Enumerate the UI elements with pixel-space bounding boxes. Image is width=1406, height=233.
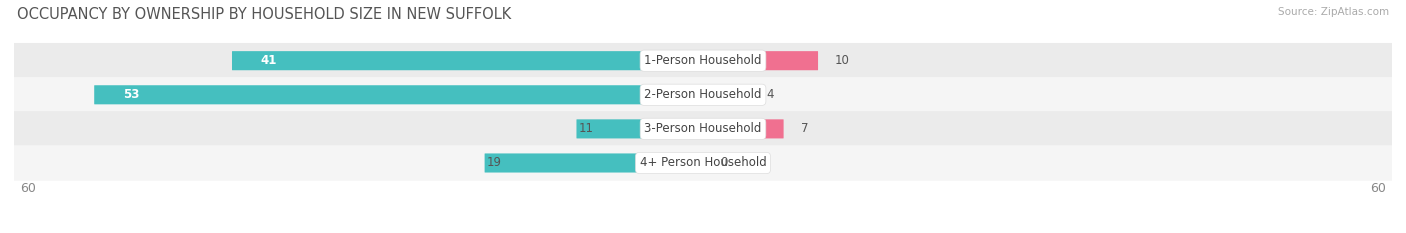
FancyBboxPatch shape <box>94 85 703 104</box>
FancyBboxPatch shape <box>703 85 749 104</box>
Text: 1-Person Household: 1-Person Household <box>644 54 762 67</box>
Text: 10: 10 <box>835 54 849 67</box>
Text: 19: 19 <box>486 157 502 169</box>
FancyBboxPatch shape <box>485 154 703 172</box>
FancyBboxPatch shape <box>703 154 709 172</box>
Text: 41: 41 <box>262 54 277 67</box>
Text: 7: 7 <box>800 122 808 135</box>
Text: 4+ Person Household: 4+ Person Household <box>640 157 766 169</box>
FancyBboxPatch shape <box>703 119 783 138</box>
Text: 3-Person Household: 3-Person Household <box>644 122 762 135</box>
FancyBboxPatch shape <box>14 145 1392 181</box>
Text: 60: 60 <box>1371 182 1386 195</box>
Text: 2-Person Household: 2-Person Household <box>644 88 762 101</box>
FancyBboxPatch shape <box>576 119 703 138</box>
Text: 53: 53 <box>124 88 139 101</box>
FancyBboxPatch shape <box>14 77 1392 113</box>
Text: Source: ZipAtlas.com: Source: ZipAtlas.com <box>1278 7 1389 17</box>
Text: 0: 0 <box>720 157 727 169</box>
FancyBboxPatch shape <box>232 51 703 70</box>
FancyBboxPatch shape <box>703 51 818 70</box>
Text: 4: 4 <box>766 88 773 101</box>
FancyBboxPatch shape <box>14 43 1392 79</box>
FancyBboxPatch shape <box>14 111 1392 147</box>
Text: OCCUPANCY BY OWNERSHIP BY HOUSEHOLD SIZE IN NEW SUFFOLK: OCCUPANCY BY OWNERSHIP BY HOUSEHOLD SIZE… <box>17 7 512 22</box>
Text: 11: 11 <box>579 122 593 135</box>
Text: 60: 60 <box>20 182 35 195</box>
